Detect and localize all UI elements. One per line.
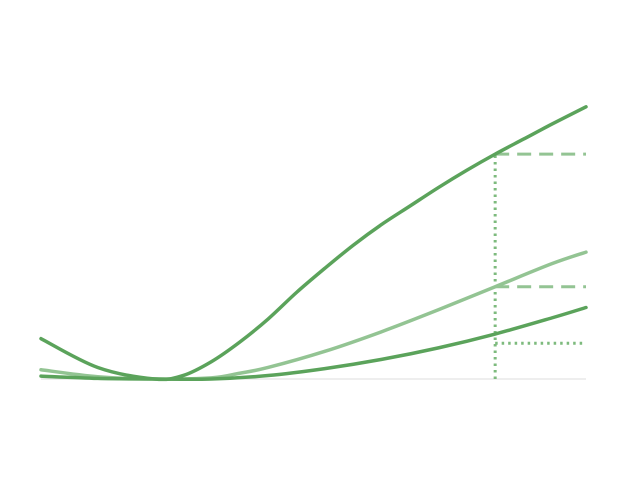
series-line-1: [39, 250, 588, 381]
series-line-2: [39, 305, 588, 382]
series-lines: [39, 105, 588, 382]
series-line-0: [39, 105, 588, 382]
reference-lines: [493, 152, 586, 379]
